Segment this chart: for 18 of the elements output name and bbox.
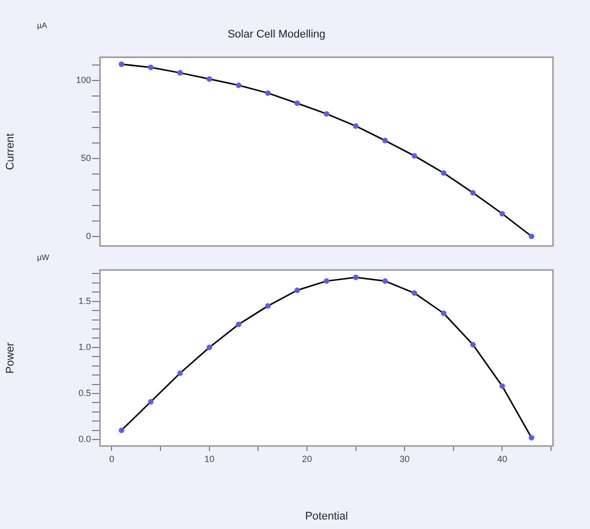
y-tick-label: 0	[86, 231, 91, 242]
y-axis-title: Power	[4, 342, 17, 374]
x-tick-label: 10	[204, 454, 214, 464]
chart-title: Solar Cell Modelling	[228, 28, 326, 41]
y-tick-label: 0.5	[78, 388, 91, 398]
y-tick-label: 50	[80, 153, 91, 164]
y-tick-label: 0.0	[78, 434, 91, 444]
y-tick-label: 1.0	[78, 342, 91, 352]
x-tick-label: 40	[497, 454, 508, 464]
y-tick-label: 1.5	[78, 296, 91, 306]
x-axis-title: Potential	[305, 510, 348, 522]
x-tick-label: 30	[400, 454, 410, 464]
x-tick-label: 20	[302, 454, 312, 464]
text: µW	[37, 253, 50, 262]
y-tick-label: 100	[76, 75, 91, 86]
text: µA	[37, 21, 48, 30]
x-tick-label: 0	[109, 454, 114, 464]
y-axis-title: Current	[4, 133, 17, 170]
